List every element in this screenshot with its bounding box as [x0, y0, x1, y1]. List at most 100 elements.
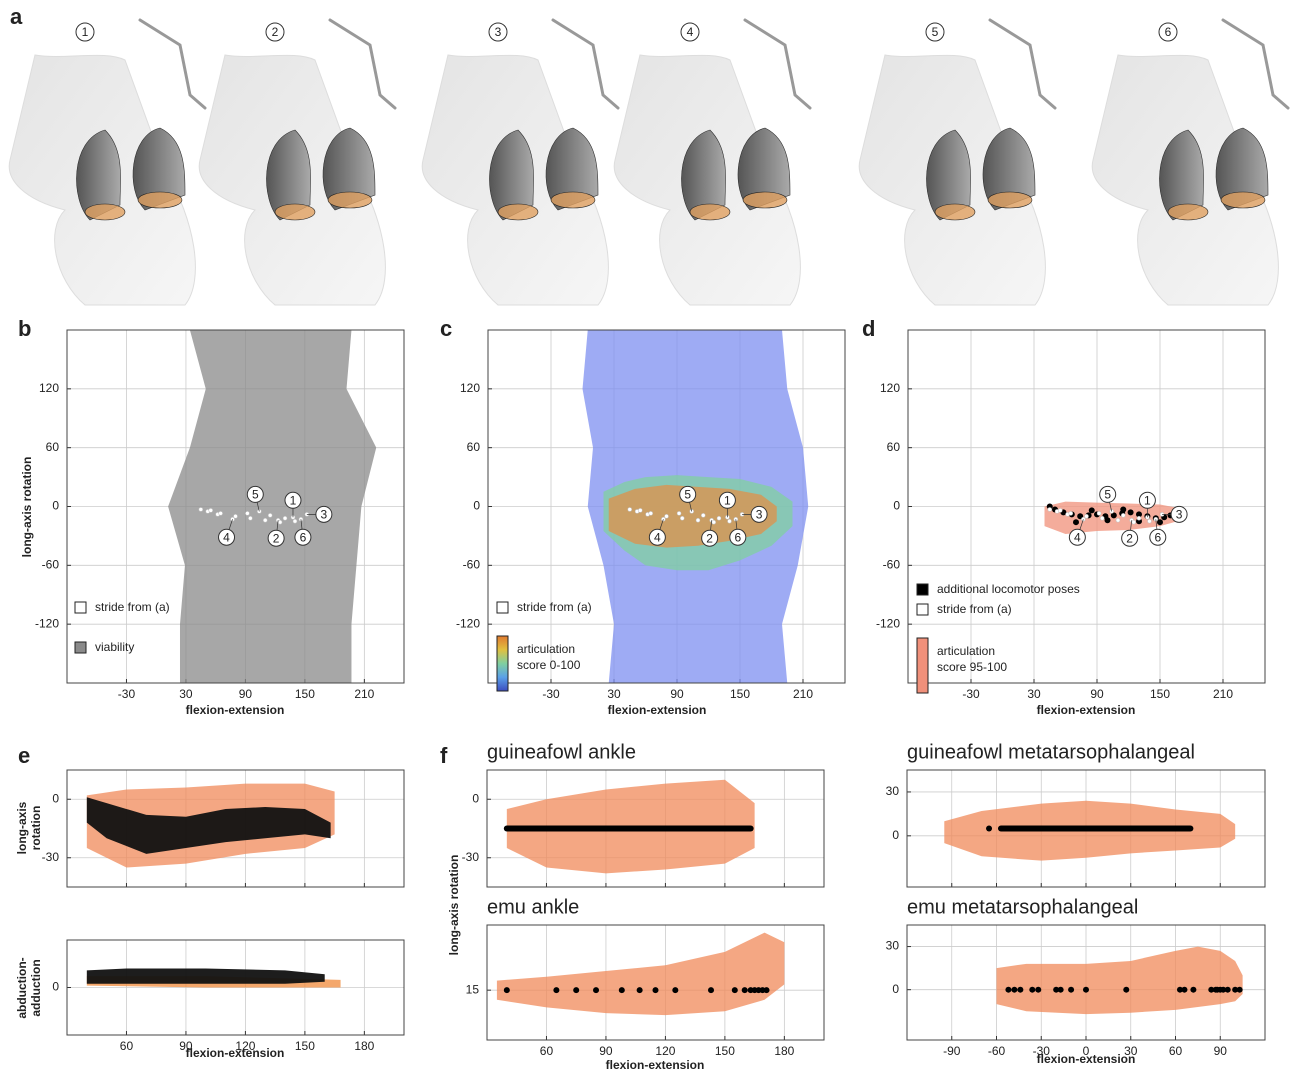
x-tick-label: 150 [715, 1044, 735, 1058]
data-point [1011, 987, 1017, 993]
limb-sketch [745, 20, 810, 108]
x-tick-label: 90 [1214, 1044, 1228, 1058]
annotation: 2 [706, 531, 713, 545]
data-point [1068, 987, 1074, 993]
data-point [1048, 507, 1052, 511]
x-axis-label: flexion-extension [608, 703, 707, 717]
data-point [1181, 987, 1187, 993]
x-tick-label: 90 [670, 687, 684, 701]
y-tick-label: -30 [42, 850, 60, 864]
x-tick-label: 60 [1169, 1044, 1183, 1058]
data-point [665, 514, 669, 518]
data-point [677, 511, 681, 515]
x-tick-label: 60 [120, 1039, 134, 1053]
annotation: 1 [724, 493, 731, 507]
data-point [1017, 987, 1023, 993]
data-point [701, 513, 705, 517]
y-tick-label: 0 [52, 980, 59, 994]
y-tick-label: 0 [892, 828, 899, 842]
colorbar-label: articulation [937, 644, 995, 658]
y-tick-label: 120 [460, 381, 480, 395]
y-tick-label: 0 [473, 499, 480, 513]
data-point [1225, 987, 1231, 993]
annotation: 2 [273, 531, 280, 545]
y-tick-label: -30 [462, 850, 480, 864]
panel-label: b [18, 316, 31, 341]
colorbar-label: score 95-100 [937, 660, 1007, 674]
y-tick-label: 60 [46, 440, 60, 454]
data-point [649, 511, 653, 515]
data-point [293, 519, 297, 523]
annotation: 6 [734, 530, 741, 544]
annotation: 6 [300, 530, 307, 544]
x-tick-label: -30 [542, 687, 560, 701]
data-point [1128, 509, 1134, 515]
data-point [278, 520, 282, 524]
x-tick-label: 150 [1150, 687, 1170, 701]
data-point [742, 987, 748, 993]
data-point [1058, 987, 1064, 993]
x-tick-label: -30 [118, 687, 136, 701]
contact-patch [275, 204, 315, 220]
pose-number: 2 [272, 25, 279, 39]
pose-illustration: 5 [859, 20, 1055, 305]
data-point [638, 508, 642, 512]
x-tick-label: 90 [1090, 687, 1104, 701]
contact-patch [498, 204, 538, 220]
data-point [268, 513, 272, 517]
legend-swatch [75, 642, 86, 653]
data-point [653, 987, 659, 993]
pose-number: 6 [1165, 25, 1172, 39]
contact-patch [1168, 204, 1208, 220]
pose-illustration: 3 [422, 20, 618, 305]
limb-sketch [1223, 20, 1288, 108]
y-axis-label: abduction- [15, 957, 29, 1018]
data-point [1237, 987, 1243, 993]
annotation: 5 [252, 488, 259, 502]
pose-illustration: 2 [199, 20, 395, 305]
x-tick-label: -60 [988, 1044, 1006, 1058]
data-point [1121, 513, 1125, 517]
y-tick-label: 0 [893, 499, 900, 513]
data-point [1190, 987, 1196, 993]
data-point [732, 987, 738, 993]
pose-number: 4 [687, 25, 694, 39]
x-tick-label: 120 [655, 1044, 675, 1058]
contact-patch [743, 192, 787, 208]
data-point [717, 516, 721, 520]
annotation: 3 [756, 508, 763, 522]
pose-number: 3 [495, 25, 502, 39]
y-tick-label: -120 [35, 616, 59, 630]
data-point [1097, 511, 1101, 515]
y-tick-label: 0 [472, 791, 479, 805]
limb-sketch [990, 20, 1055, 108]
annotation: 2 [1126, 531, 1133, 545]
panel-label: e [18, 743, 30, 768]
data-point [1073, 519, 1079, 525]
data-point [199, 507, 203, 511]
annotation: 5 [1104, 488, 1111, 502]
data-point [672, 987, 678, 993]
contact-patch [988, 192, 1032, 208]
data-point [263, 518, 267, 522]
y-tick-label: 15 [466, 982, 480, 996]
contact-patch [690, 204, 730, 220]
y-tick-label: -60 [463, 558, 481, 572]
annotation: 3 [321, 508, 328, 522]
data-point [283, 516, 287, 520]
annotation: 4 [223, 530, 230, 544]
contact-patch [551, 192, 595, 208]
data-point [1035, 987, 1041, 993]
figure: a 123456-303090150210-120-60060120123456… [0, 0, 1291, 1073]
contact-patch [1221, 192, 1265, 208]
y-tick-label: 0 [892, 982, 899, 996]
y-tick-label: -60 [883, 558, 901, 572]
y-tick-label: 120 [39, 381, 59, 395]
y-axis-label: long-axis rotation [20, 457, 34, 558]
x-tick-label: 90 [599, 1044, 613, 1058]
colorbar-label: score 0-100 [517, 658, 581, 672]
x-tick-label: 30 [179, 687, 193, 701]
data-point [209, 508, 213, 512]
y-tick-label: -60 [42, 558, 60, 572]
panel-label: a [10, 4, 23, 29]
